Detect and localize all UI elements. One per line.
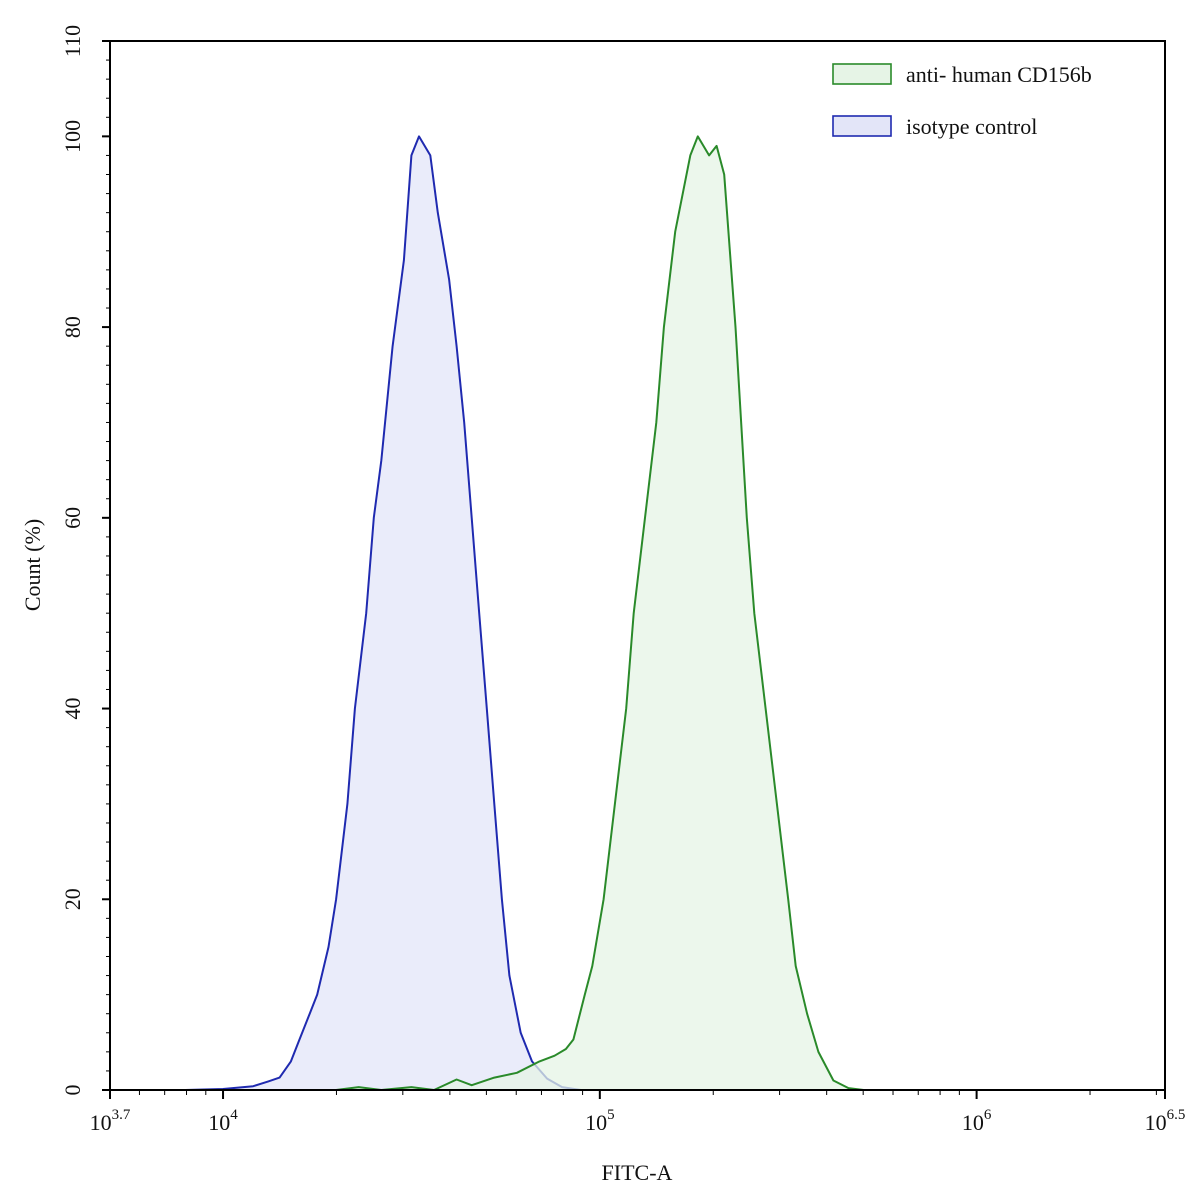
legend: anti- human CD156b isotype control [832, 62, 1092, 139]
y-axis-title: Count (%) [20, 519, 45, 611]
x-tick-label: 106 [962, 1107, 992, 1135]
x-tick-label: 104 [208, 1107, 238, 1135]
y-tick-label: 110 [60, 25, 85, 57]
plot-frame [109, 40, 1166, 1091]
y-tick-label: 60 [60, 507, 85, 529]
legend-swatch [832, 115, 892, 137]
x-axis-title: FITC-A [602, 1160, 673, 1185]
x-tick-label: 106.5 [1145, 1107, 1186, 1135]
y-tick-label: 100 [60, 120, 85, 153]
y-tick-label: 20 [60, 888, 85, 910]
series-line [110, 135, 1165, 1091]
x-tick-label: 105 [585, 1107, 615, 1135]
y-tick-label: 0 [60, 1085, 85, 1096]
series-area [110, 136, 1165, 1090]
legend-label: anti- human CD156b [906, 62, 1092, 87]
axes: 0 20 40 60 80 100 110 103.7 104 105 106 106.5 [60, 25, 1185, 1135]
y-tick-label: 80 [60, 316, 85, 338]
x-tick-label: 103.7 [90, 1107, 131, 1135]
y-tick-label: 40 [60, 698, 85, 720]
series-area [110, 136, 1165, 1090]
plot-area [110, 135, 1165, 1091]
legend-label: isotype control [906, 114, 1037, 139]
legend-swatch [832, 63, 892, 85]
series-line [110, 135, 1165, 1091]
